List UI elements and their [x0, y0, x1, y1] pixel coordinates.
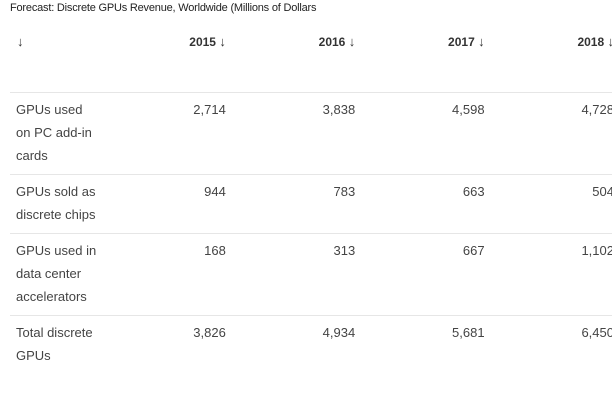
cell-value: 783 — [231, 174, 362, 234]
row-label: GPUs used on PC add-in cards — [10, 92, 103, 175]
arrow-down-icon: ↓ — [348, 34, 356, 49]
table-row: GPUs used in data center accelerators 16… — [10, 233, 612, 316]
arrow-down-icon: ↓ — [478, 34, 485, 49]
cell-value: 168 — [102, 233, 232, 316]
column-header-2015[interactable]: 2015 ↓ — [102, 22, 231, 93]
column-header-label: 2016 — [318, 35, 346, 49]
column-header-2017[interactable]: 2017 ↓ — [361, 22, 490, 93]
cell-value: 2,714 — [102, 92, 232, 175]
sort-label-column-header[interactable]: ↓ — [10, 22, 102, 93]
column-header-2018[interactable]: 2018 ↓ — [491, 22, 612, 93]
arrow-down-icon: ↓ — [17, 34, 24, 49]
row-label: Total discrete GPUs — [10, 315, 103, 374]
cell-value: 4,598 — [361, 92, 491, 175]
table-title: Forecast: Discrete GPUs Revenue, Worldwi… — [10, 2, 317, 14]
cell-value: 944 — [102, 174, 232, 234]
arrow-down-icon: ↓ — [219, 34, 226, 49]
cell-value: 1,102 — [490, 233, 612, 316]
cell-value: 3,838 — [231, 92, 362, 175]
row-label: GPUs sold as discrete chips — [10, 174, 103, 234]
cell-value: 5,681 — [361, 315, 491, 374]
cell-value: 663 — [361, 174, 491, 234]
column-header-label: 2017 — [448, 35, 475, 49]
cell-value: 4,728 — [490, 92, 612, 175]
cell-value: 504 — [490, 174, 612, 234]
cell-value: 667 — [361, 233, 491, 316]
cell-value: 313 — [231, 233, 362, 316]
table-row: GPUs sold as discrete chips 944 783 663 … — [10, 174, 612, 234]
table-row: GPUs used on PC add-in cards 2,714 3,838… — [10, 92, 612, 175]
cell-value: 3,826 — [102, 315, 232, 374]
header-row: ↓ 2015 ↓ 2016 ↓ 2017 ↓ 2018 ↓ — [10, 22, 612, 93]
row-label: GPUs used in data center accelerators — [10, 233, 103, 316]
column-header-label: 2015 — [189, 35, 216, 49]
cell-value: 6,450 — [490, 315, 612, 374]
column-header-2016[interactable]: 2016 ↓ — [232, 22, 361, 93]
column-header-label: 2018 — [577, 35, 605, 49]
arrow-down-icon: ↓ — [607, 34, 612, 49]
table-row-total: Total discrete GPUs 3,826 4,934 5,681 6,… — [10, 315, 612, 374]
gpu-revenue-table: ↓ 2015 ↓ 2016 ↓ 2017 ↓ 2018 ↓ GPUs used … — [10, 22, 612, 374]
cell-value: 4,934 — [231, 315, 362, 374]
